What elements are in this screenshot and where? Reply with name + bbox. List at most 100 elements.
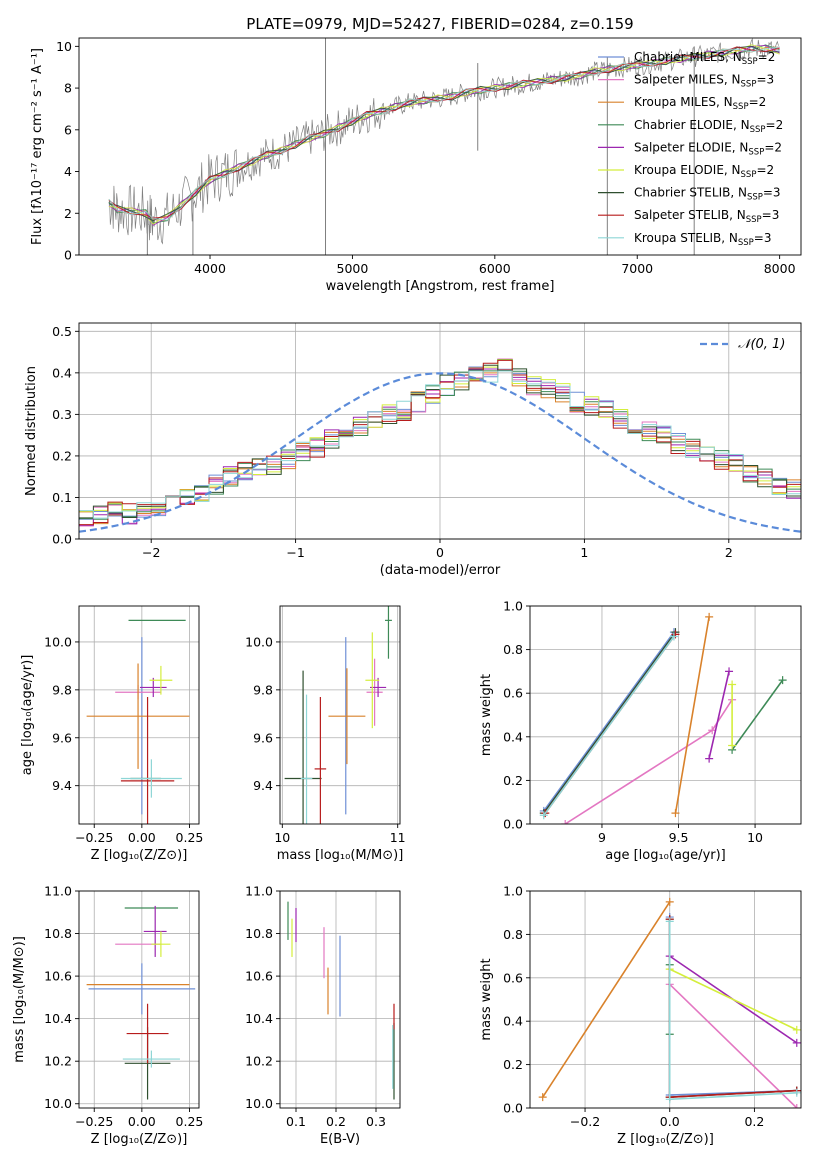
plot-area	[539, 612, 787, 824]
spectrum-legend: Chabrier MILES, NSSP=2 Salpeter MILES, NS…	[598, 50, 783, 248]
weight-line	[708, 671, 730, 759]
legend-label: 𝒩(0, 1)	[738, 337, 785, 352]
x-axis-label: Z [log₁₀(Z/Z⊙)]	[91, 1132, 188, 1147]
x-tick-label: 7000	[621, 261, 653, 276]
weight-marker	[671, 809, 680, 818]
weight-marker	[725, 667, 734, 676]
y-tick-label: 0.2	[503, 773, 523, 788]
weight-marker	[792, 1025, 801, 1034]
weight-marker	[538, 1093, 547, 1102]
x-tick-label: 0.3	[366, 1114, 386, 1129]
x-tick-label: 2	[725, 545, 733, 560]
weight-line	[674, 616, 710, 814]
figure-title: PLATE=0979, MJD=52427, FIBERID=0284, z=0…	[246, 15, 633, 33]
x-axis-label: (data-model)/error	[380, 563, 501, 578]
residual-histogram	[79, 366, 801, 520]
x-tick-label: 10	[274, 830, 290, 845]
axes-frame	[529, 605, 802, 825]
legend-label: Salpeter STELIB, NSSP=3	[634, 208, 779, 225]
panel-massweight_vs_age: 9 9.5 10 0.0 0.2 0.4 0.6 0.8 1.0 age [log₁₀(age/y…	[479, 599, 802, 863]
x-tick-label: 8000	[764, 261, 796, 276]
y-axis-label: mass weight	[479, 674, 494, 756]
weight-line	[668, 919, 797, 1099]
weight-marker	[728, 741, 737, 750]
weight-marker	[705, 612, 714, 621]
plot-area	[86, 905, 196, 1100]
model-spectrum	[108, 44, 780, 225]
weight-marker	[792, 1104, 801, 1108]
y-tick-label: 10.6	[44, 969, 72, 984]
y-tick-label: 9.4	[253, 778, 273, 793]
y-tick-label: 1.0	[503, 599, 523, 614]
weight-marker	[539, 811, 548, 820]
x-tick-label: −2	[142, 545, 160, 560]
plot-area	[287, 901, 395, 1100]
legend-label: Salpeter MILES, NSSP=3	[634, 73, 774, 90]
x-tick-label: 0.00	[128, 1114, 156, 1129]
panel-spectrum: 4000 5000 6000 7000 8000 0 2 4 6 8 10 wavelength [A…	[30, 37, 802, 294]
legend-label: Chabrier STELIB, NSSP=3	[634, 186, 781, 203]
x-tick-label: 9.5	[669, 830, 689, 845]
y-tick-label: 6	[64, 122, 72, 137]
panel-age_vs_mass: 10 11 9.4 9.6 9.8 10.0 mass [log₁₀(M/M⊙)]	[245, 605, 406, 863]
y-tick-label: 10.8	[44, 926, 72, 941]
axes-frame	[529, 890, 802, 1109]
y-tick-label: 0.2	[503, 1057, 523, 1072]
y-axis-label: mass [log₁₀(M/M⊙)]	[12, 936, 27, 1063]
weight-line	[564, 699, 733, 824]
axes-frame	[78, 890, 200, 1109]
x-tick-label: 0.25	[176, 1114, 204, 1129]
plot-area	[86, 619, 190, 824]
residual-histogram	[79, 359, 801, 526]
plot-area	[79, 358, 801, 533]
y-tick-label: 10.2	[245, 1054, 273, 1069]
legend-label: Kroupa ELODIE, NSSP=2	[634, 163, 774, 180]
weight-line	[669, 968, 798, 1031]
y-tick-label: 10.4	[245, 1011, 273, 1026]
x-tick-label: −1	[286, 545, 304, 560]
y-tick-label: 0.4	[52, 365, 72, 380]
axes-frame	[78, 37, 802, 256]
x-tick-label: 0.2	[326, 1114, 346, 1129]
weight-line	[542, 901, 671, 1098]
panel-mass_vs_EBV: 0.1 0.2 0.3 10.0 10.2 10.4 10.6 10.8 11.0 E(B-V)	[245, 884, 401, 1147]
residual-histogram	[79, 367, 801, 525]
x-tick-label: 0.25	[176, 830, 204, 845]
y-tick-label: 0.0	[503, 817, 523, 832]
panel-residuals: −2 −1 0 1 2 0.0 0.1 0.2 0.3 0.4 0.5 (data-model)/er…	[24, 322, 802, 578]
y-tick-label: 10.0	[44, 1096, 72, 1111]
weight-marker	[665, 897, 674, 906]
y-tick-label: 9.8	[52, 682, 72, 697]
y-tick-label: 11.0	[245, 884, 273, 899]
x-tick-label: 6000	[479, 261, 511, 276]
x-axis-label: Z [log₁₀(Z/Z⊙)]	[617, 1132, 714, 1147]
y-tick-label: 10.4	[44, 1011, 72, 1026]
y-tick-label: 0.4	[503, 1014, 523, 1029]
y-axis-label: Flux [fλ10⁻¹⁷ erg cm⁻² s⁻¹ A⁻¹]	[30, 48, 45, 245]
weight-line	[668, 921, 797, 1101]
axes-frame	[279, 605, 401, 825]
residual-legend: 𝒩(0, 1)	[700, 337, 785, 352]
y-axis-label: age [log₁₀(age/yr)]	[20, 655, 35, 776]
weight-marker	[665, 1095, 674, 1104]
legend-label: Chabrier MILES, NSSP=2	[634, 50, 775, 67]
y-tick-label: 10.0	[245, 634, 273, 649]
x-tick-label: −0.25	[75, 830, 113, 845]
y-tick-label: 0.1	[52, 490, 72, 505]
plot-area	[538, 897, 801, 1108]
weight-marker	[778, 676, 787, 685]
weight-line	[543, 636, 675, 816]
y-tick-label: 2	[64, 206, 72, 221]
x-tick-label: 1	[580, 545, 588, 560]
y-tick-label: 0.8	[503, 927, 523, 942]
y-tick-label: 9.4	[52, 778, 72, 793]
y-tick-label: 0.0	[503, 1101, 523, 1116]
panel-mass_vs_Z: −0.25 0.00 0.25 10.0 10.2 10.4 10.6 10.8 11.0 Z […	[12, 884, 203, 1148]
y-tick-label: 11.0	[44, 884, 72, 899]
weight-marker	[561, 820, 570, 824]
x-tick-label: 11	[390, 830, 406, 845]
model-spectrum	[108, 44, 780, 226]
weight-marker	[792, 1038, 801, 1047]
model-spectrum	[108, 46, 780, 221]
panel-age_vs_Z: −0.25 0.00 0.25 9.4 9.6 9.8 10.0 Z [log₁₀(Z/Z⊙)…	[20, 605, 204, 863]
